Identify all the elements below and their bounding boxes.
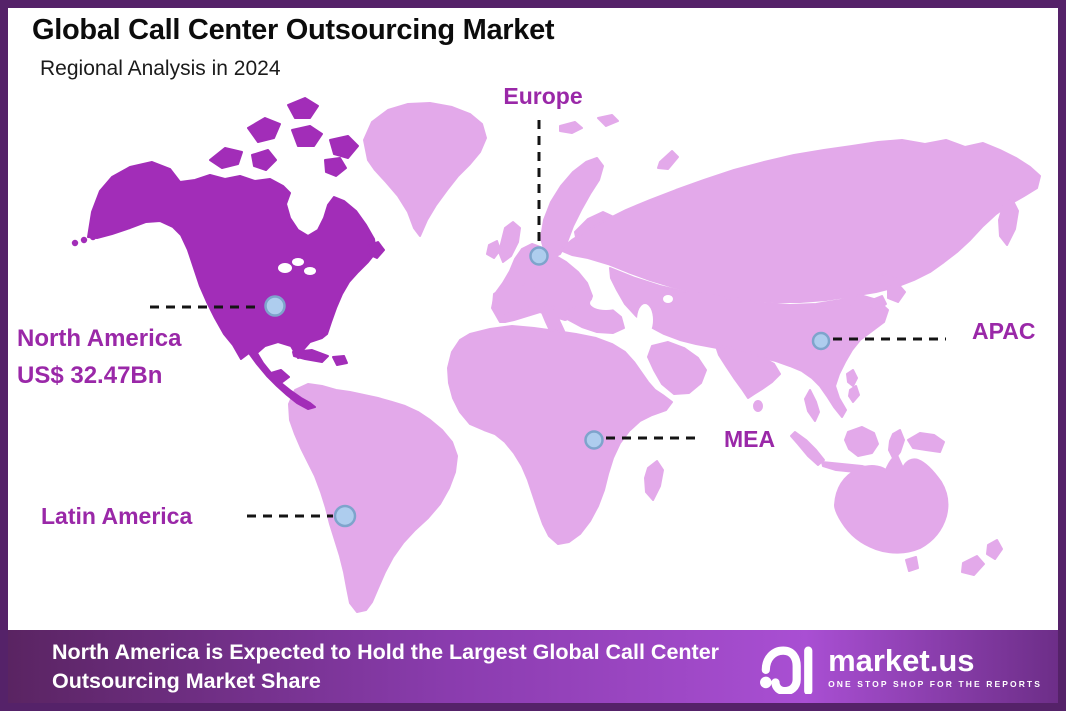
marker-apac: [811, 331, 831, 351]
logo-tagline: ONE STOP SHOP FOR THE REPORTS: [828, 678, 1042, 689]
great-lake-2: [292, 258, 304, 266]
landmass-cuba: [292, 349, 329, 363]
region-label-latin-america: Latin America: [41, 503, 193, 529]
landmass-japan-south: [869, 295, 887, 311]
arctic-island-5: [329, 135, 359, 159]
arctic-island-3: [287, 97, 319, 119]
leader-lines: [150, 120, 946, 518]
aleutian-dot-1: [71, 239, 79, 247]
market-us-logo: market.us ONE STOP SHOP FOR THE REPORTS: [759, 640, 1058, 694]
region-value-north-america: US$ 32.47Bn: [17, 362, 163, 389]
arctic-island-6: [251, 149, 277, 171]
landmass-ireland: [486, 240, 501, 259]
marker-north-america: [264, 295, 286, 317]
landmass-philippines-north: [846, 369, 858, 387]
aleutian-dot-3: [89, 233, 97, 241]
region-name-north-america: North America: [17, 325, 182, 352]
header: Global Call Center Outsourcing Market Re…: [32, 14, 555, 81]
region-label-apac: APAC: [972, 318, 1036, 344]
landmass-tasmania: [905, 556, 919, 572]
page-subtitle: Regional Analysis in 2024: [40, 57, 281, 80]
region-north-america-shape: [71, 97, 385, 410]
landmass-svalbard-east: [597, 114, 619, 127]
bottom-banner: North America is Expected to Hold the La…: [8, 630, 1058, 703]
landmass-philippines-south: [848, 385, 860, 403]
landmass-kamchatka: [998, 198, 1019, 246]
landmass-india: [715, 345, 781, 399]
landmass-greenland: [363, 102, 487, 237]
marker-europe: [529, 246, 549, 266]
logo-name: market.us: [828, 642, 975, 678]
persian-gulf: [702, 352, 714, 360]
landmass-new-zealand-south: [961, 555, 985, 576]
landmass-iberia: [492, 283, 539, 315]
caspian-sea: [637, 304, 653, 336]
landmass-newfoundland: [367, 241, 385, 259]
aral-sea: [663, 295, 673, 303]
landmass-novaya-zemlya: [657, 150, 679, 170]
landmass-hispaniola: [332, 355, 348, 366]
market-us-logo-icon: [760, 646, 813, 694]
landmass-japan-main: [887, 283, 906, 303]
landmass-arabia: [647, 341, 707, 395]
world-landmass: [288, 102, 1041, 613]
marker-latin-america: [333, 504, 357, 528]
landmass-malay-peninsula: [804, 389, 820, 422]
arctic-island-1: [209, 147, 243, 169]
landmass-sumatra: [790, 431, 825, 466]
black-sea: [590, 296, 622, 310]
landmass-new-guinea: [907, 432, 945, 453]
landmass-svalbard-west: [559, 121, 583, 134]
banner-text: North America is Expected to Hold the La…: [52, 640, 720, 693]
great-lake-3: [304, 267, 316, 275]
landmass-madagascar: [644, 460, 664, 501]
logo-text: market.us ONE STOP SHOP FOR THE REPORTS: [828, 645, 1042, 689]
landmass-africa: [447, 325, 673, 545]
region-label-europe: Europe: [503, 83, 583, 109]
marker-mea: [584, 430, 604, 450]
landmass-central-asia-china: [609, 267, 889, 418]
region-label-mea: MEA: [724, 426, 776, 452]
landmass-sri-lanka: [753, 400, 763, 412]
landmass-korea: [844, 285, 857, 306]
landmass-balkans-anatolia: [564, 302, 625, 334]
great-lake-1: [278, 263, 292, 273]
page-title: Global Call Center Outsourcing Market: [32, 14, 555, 46]
landmass-new-zealand-north: [986, 539, 1003, 560]
landmass-south-america: [288, 383, 458, 613]
landmass-uk: [498, 221, 521, 263]
landmass-borneo: [844, 426, 879, 457]
inland-seas: [278, 258, 714, 360]
markers: [264, 246, 831, 528]
region-label-north-america: North America US$ 32.47Bn: [17, 320, 181, 394]
landmass-japan-north: [877, 271, 897, 289]
landmass-taiwan: [837, 345, 847, 359]
arctic-island-7: [324, 157, 347, 177]
aleutian-dot-2: [80, 236, 88, 244]
arctic-island-4: [291, 125, 323, 147]
arctic-island-2: [247, 117, 281, 143]
landmass-australia: [834, 454, 949, 554]
